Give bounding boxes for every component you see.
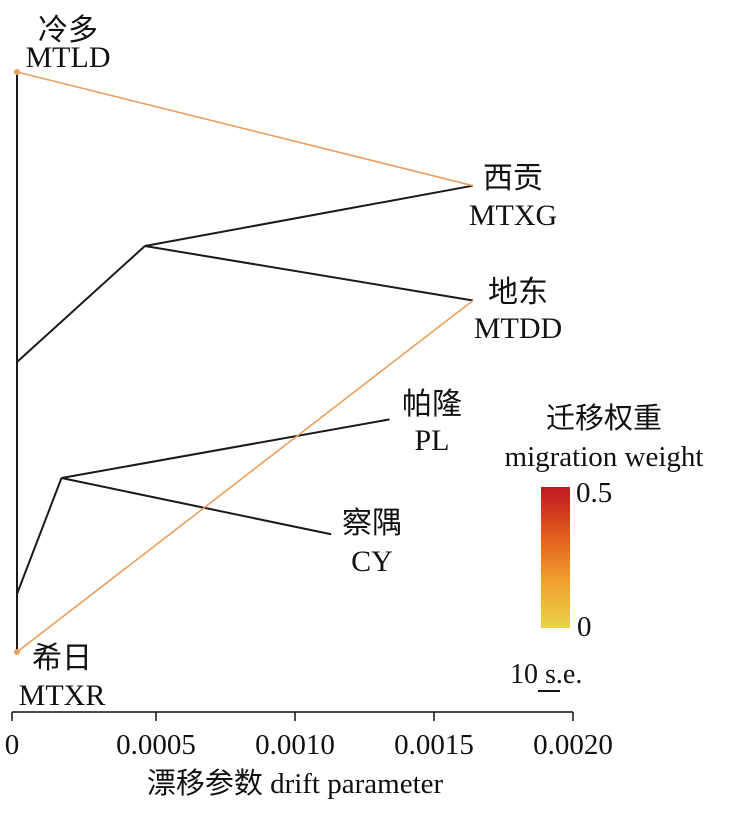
leaf-name-cn-MTDD: 地东 bbox=[488, 276, 548, 309]
x-tick-label: 0.0005 bbox=[116, 729, 196, 761]
migration-edges bbox=[14, 69, 474, 655]
x-tick-label: 0.0020 bbox=[533, 729, 613, 761]
x-tick-label: 0.0010 bbox=[255, 729, 335, 761]
x-axis: 0 0.0005 0.0010 0.0015 0.0020 漂移参数 drift par… bbox=[5, 711, 613, 800]
migration-weight-legend: 迁移权重 migration weight 0.5 0 10 s.e. bbox=[505, 402, 704, 692]
leaf-label-CY: 察隅 CY bbox=[342, 507, 402, 578]
leaf-label-MTXG: 西贡 MTXG bbox=[469, 162, 557, 232]
leaf-code-MTDD: MTDD bbox=[474, 312, 562, 345]
leaf-name-cn-CY: 察隅 bbox=[342, 507, 402, 540]
tree-edges bbox=[16, 72, 474, 652]
x-tick-label: 0 bbox=[5, 729, 20, 761]
legend-title-cn: 迁移权重 bbox=[546, 402, 662, 435]
leaf-label-MTXR: 希日 MTXR bbox=[19, 642, 106, 712]
x-tick-label: 0.0015 bbox=[394, 729, 474, 761]
legend-min-label: 0 bbox=[577, 611, 592, 643]
leaf-name-cn-MTXG: 西贡 bbox=[483, 162, 543, 195]
leaf-name-cn-MTLD: 冷多 bbox=[38, 14, 98, 47]
tree-edge-n3-n4 bbox=[16, 477, 63, 595]
leaf-name-cn-PL: 帕隆 bbox=[402, 388, 462, 421]
tree-edge-n1-n2 bbox=[16, 245, 146, 363]
migration-source-marker-MTXR bbox=[14, 649, 20, 655]
legend-color-bar bbox=[541, 487, 570, 628]
leaf-code-CY: CY bbox=[351, 545, 393, 578]
leaf-code-MTLD: MTLD bbox=[26, 41, 111, 74]
legend-title-en: migration weight bbox=[505, 441, 704, 473]
migration-source-marker-MTLD bbox=[14, 69, 20, 75]
tree-edge-n4-PL bbox=[61, 418, 390, 479]
tree-edge-n2-MTXG bbox=[144, 184, 474, 247]
migration-edge-MTXR-MTDD bbox=[16, 299, 474, 653]
x-axis-label: 漂移参数 drift parameter bbox=[147, 767, 444, 800]
leaf-code-MTXR: MTXR bbox=[19, 679, 106, 712]
tree-edge-n4-CY bbox=[61, 477, 332, 536]
legend-max-label: 0.5 bbox=[576, 477, 612, 509]
x-axis-ticks: 0 0.0005 0.0010 0.0015 0.0020 bbox=[5, 712, 613, 761]
tree-edge-n2-MTDD bbox=[144, 245, 474, 302]
leaf-code-MTXG: MTXG bbox=[469, 199, 557, 232]
leaf-name-cn-MTXR: 希日 bbox=[32, 642, 92, 675]
leaf-code-PL: PL bbox=[414, 424, 449, 457]
migration-edge-MTLD-MTXG bbox=[16, 71, 474, 187]
scale-bar-label: 10 s.e. bbox=[510, 659, 582, 690]
